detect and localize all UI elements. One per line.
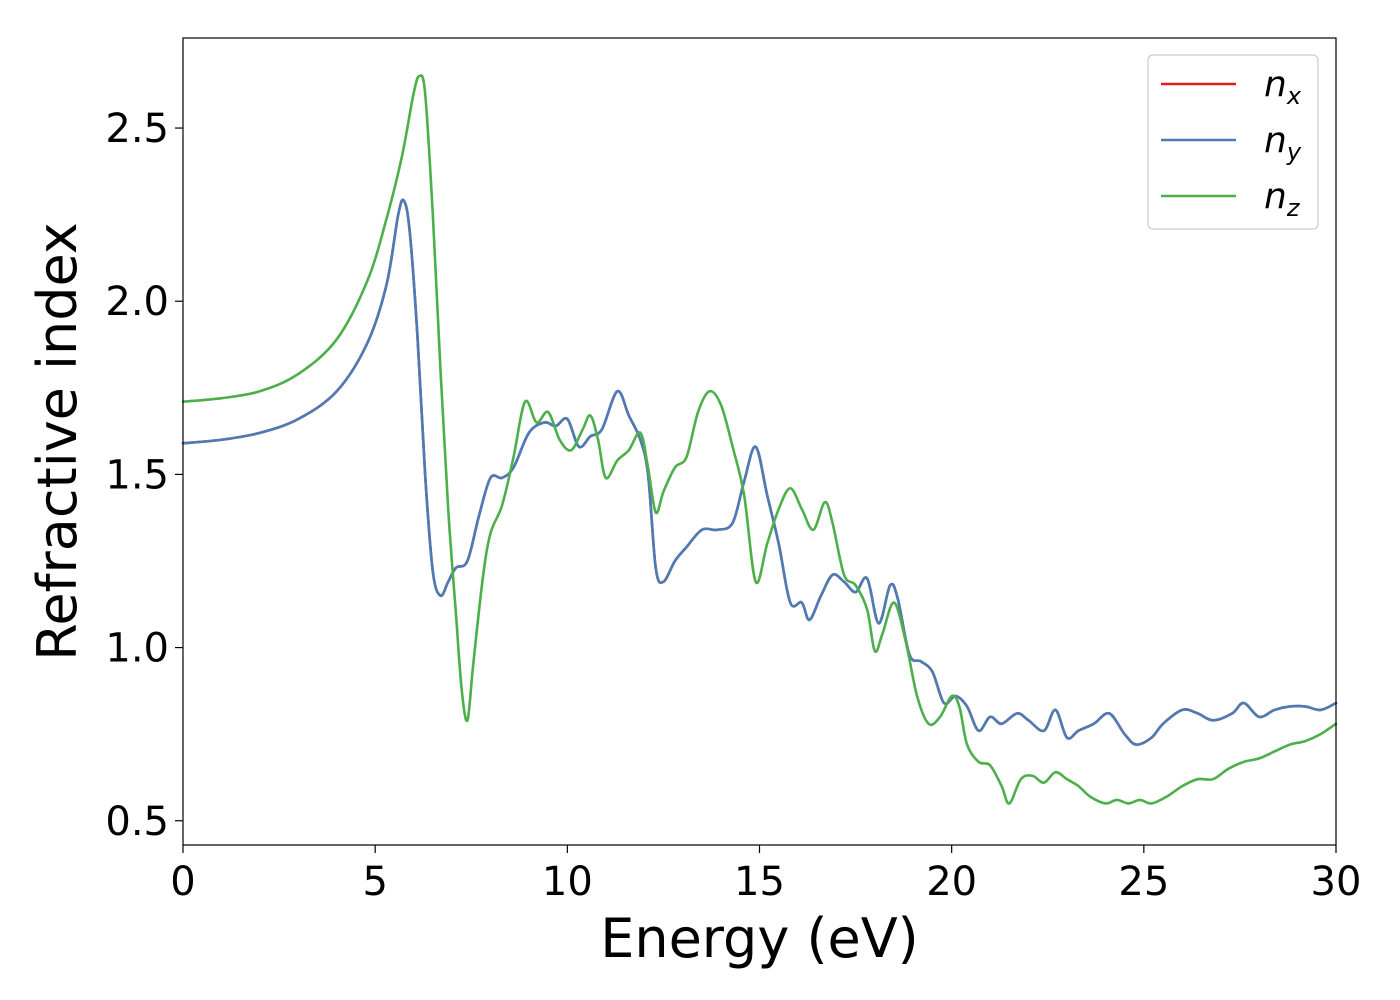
ticks-layer: 0 5 10 15 20 25 30 0.5 1.0 1.5 2.0 2.5	[105, 106, 1361, 905]
legend-box	[1147, 54, 1319, 230]
legend-label: ny	[1264, 120, 1302, 166]
legend-label: nx	[1264, 64, 1302, 110]
x-tick-label: 10	[542, 859, 593, 905]
y-axis-label: Refractive index	[26, 222, 89, 661]
series-line-nz	[181, 74, 1338, 805]
y-tick-label: 1.0	[105, 626, 169, 672]
y-tick-label: 2.0	[105, 279, 169, 325]
x-tick-label: 20	[926, 859, 977, 905]
legend: nx ny nz	[1147, 54, 1319, 230]
y-tick-label: 2.5	[105, 106, 169, 152]
x-tick-label: 0	[170, 859, 195, 905]
x-tick-label: 25	[1118, 859, 1169, 905]
legend-label: nz	[1264, 176, 1301, 222]
x-tick-label: 15	[734, 859, 785, 905]
series-layer	[181, 74, 1338, 805]
y-tick-label: 0.5	[105, 799, 169, 845]
legend-item-ny: ny	[1161, 120, 1302, 166]
y-tick-label: 1.5	[105, 452, 169, 498]
series-line-nx	[181, 198, 1338, 746]
legend-item-nx: nx	[1161, 64, 1302, 110]
legend-item-nz: nz	[1161, 176, 1301, 222]
x-axis-label: Energy (eV)	[600, 907, 919, 970]
series-line-ny	[181, 198, 1338, 746]
x-tick-label: 30	[1311, 859, 1362, 905]
x-tick-label: 5	[362, 859, 387, 905]
